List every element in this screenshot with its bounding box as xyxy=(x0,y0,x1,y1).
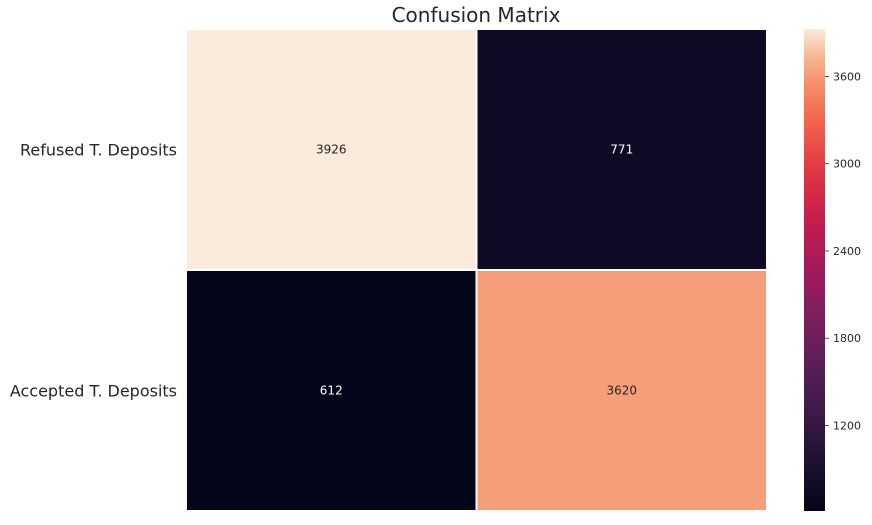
colorbar-tick-label-3: 3000 xyxy=(833,158,861,171)
colorbar: 1200 1800 2400 3000 3600 xyxy=(804,29,861,511)
colorbar-tick-label-1: 1800 xyxy=(833,332,861,345)
heatmap-cell-r1-c0 xyxy=(185,269,478,512)
row-labels: Refused T. Deposits Accepted T. Deposits xyxy=(10,141,177,401)
row-label-0: Refused T. Deposits xyxy=(20,141,177,160)
colorbar-tick-label-0: 1200 xyxy=(833,419,861,432)
colorbar-tick-label-2: 2400 xyxy=(833,245,861,258)
heatmap-cell-r0-c0 xyxy=(185,28,478,271)
colorbar-ticks: 1200 1800 2400 3000 3600 xyxy=(825,70,861,432)
colorbar-tick-label-4: 3600 xyxy=(833,70,861,83)
heatmap-cell-r0-c1 xyxy=(475,28,768,271)
cell-value-r1-c1: 3620 xyxy=(606,384,637,398)
cell-value-r0-c1: 771 xyxy=(610,143,633,157)
heatmap-cell-r1-c1 xyxy=(475,269,768,512)
cell-value-r0-c0: 3926 xyxy=(316,143,347,157)
cell-value-r1-c0: 612 xyxy=(320,384,343,398)
colorbar-gradient xyxy=(804,29,825,511)
row-label-1: Accepted T. Deposits xyxy=(10,382,177,401)
chart-title: Confusion Matrix xyxy=(392,3,561,27)
heatmap-cells: 3926 771 612 3620 xyxy=(185,28,768,512)
